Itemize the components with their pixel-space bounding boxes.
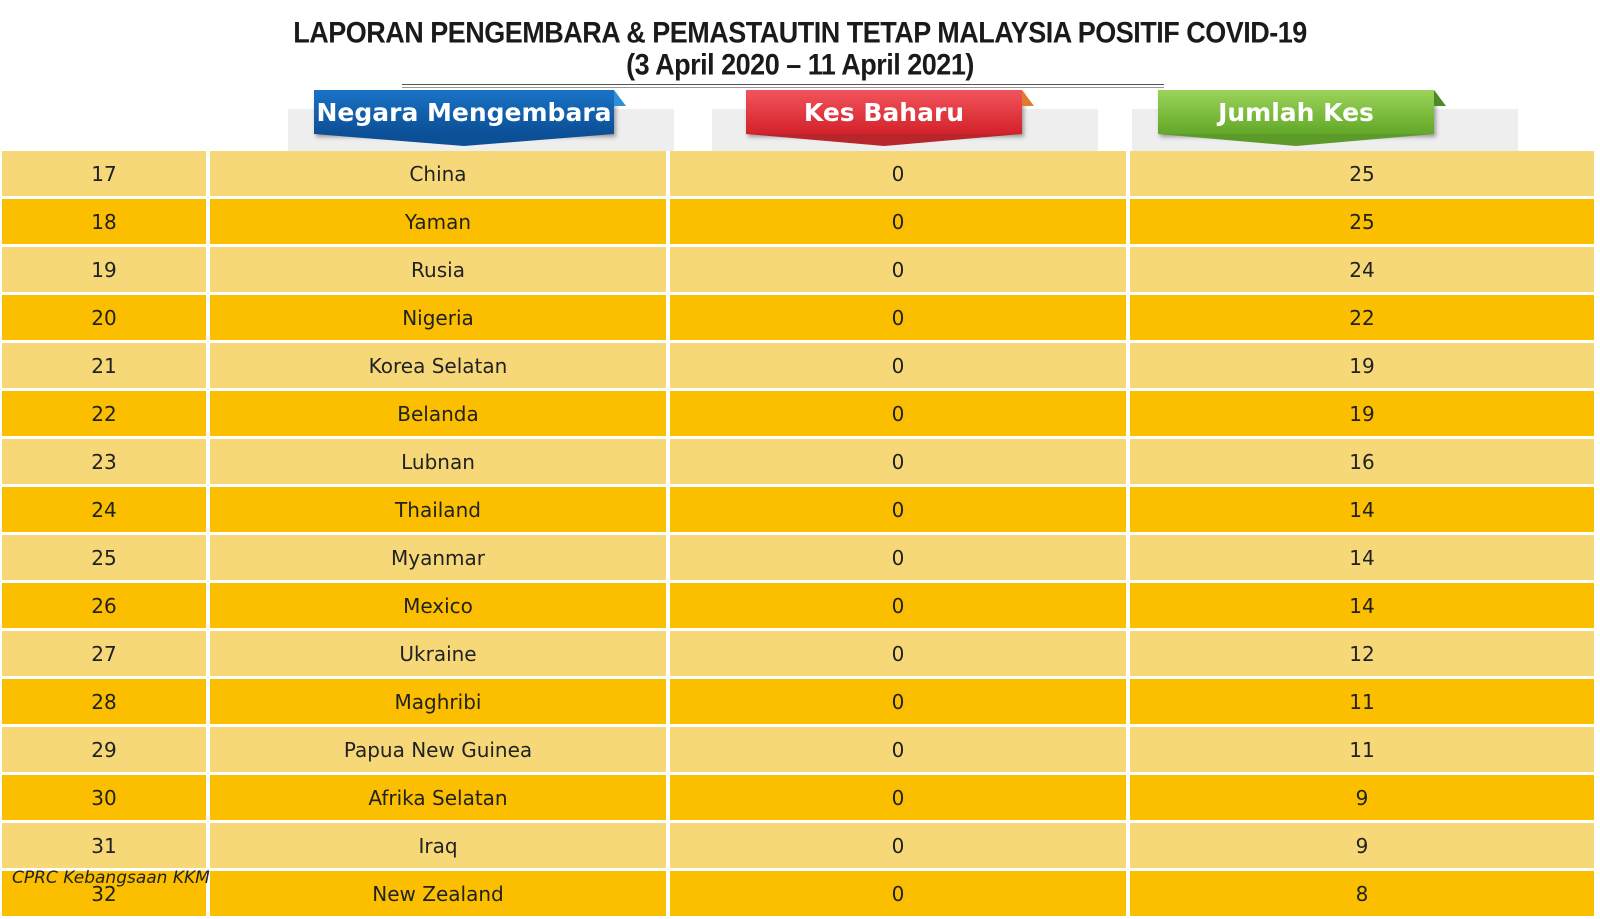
new-cases-cell: 0 [670, 439, 1126, 484]
row-number-cell: 18 [2, 199, 206, 244]
ribbon-fold-shape [1434, 90, 1446, 106]
table-row: 25 Myanmar 0 14 [2, 535, 1598, 580]
total-cases-cell: 25 [1130, 151, 1594, 196]
new-cases-cell: 0 [670, 727, 1126, 772]
country-cell: New Zealand [210, 871, 666, 916]
column-header-new-cases-label: Kes Baharu [803, 97, 965, 127]
table-row: 30 Afrika Selatan 0 9 [2, 775, 1598, 820]
new-cases-cell: 0 [670, 871, 1126, 916]
table-row: 18 Yaman 0 25 [2, 199, 1598, 244]
country-cell: China [210, 151, 666, 196]
new-cases-cell: 0 [670, 487, 1126, 532]
row-number-cell: 24 [2, 487, 206, 532]
table-row: 19 Rusia 0 24 [2, 247, 1598, 292]
country-cell: Ukraine [210, 631, 666, 676]
country-cell: Afrika Selatan [210, 775, 666, 820]
table-row: 29 Papua New Guinea 0 11 [2, 727, 1598, 772]
row-number-cell: 19 [2, 247, 206, 292]
new-cases-cell: 0 [670, 583, 1126, 628]
row-number-cell: 31 [2, 823, 206, 868]
table-row: 28 Maghribi 0 11 [2, 679, 1598, 724]
country-cell: Maghribi [210, 679, 666, 724]
table-row: 21 Korea Selatan 0 19 [2, 343, 1598, 388]
country-cell: Yaman [210, 199, 666, 244]
new-cases-cell: 0 [670, 679, 1126, 724]
total-cases-cell: 8 [1130, 871, 1594, 916]
new-cases-cell: 0 [670, 823, 1126, 868]
row-number-cell: 30 [2, 775, 206, 820]
new-cases-cell: 0 [670, 247, 1126, 292]
total-cases-cell: 11 [1130, 727, 1594, 772]
column-header-country: Negara Mengembara [314, 90, 626, 146]
row-number-cell: 26 [2, 583, 206, 628]
country-cell: Myanmar [210, 535, 666, 580]
table-row: 17 China 0 25 [2, 151, 1598, 196]
new-cases-cell: 0 [670, 343, 1126, 388]
new-cases-cell: 0 [670, 535, 1126, 580]
row-number-cell: 20 [2, 295, 206, 340]
new-cases-cell: 0 [670, 295, 1126, 340]
total-cases-cell: 12 [1130, 631, 1594, 676]
country-cell: Belanda [210, 391, 666, 436]
ribbon-fold-shape [614, 90, 626, 106]
table-row: 23 Lubnan 0 16 [2, 439, 1598, 484]
country-cell: Rusia [210, 247, 666, 292]
total-cases-cell: 9 [1130, 775, 1594, 820]
table-row: 22 Belanda 0 19 [2, 391, 1598, 436]
country-cell: Nigeria [210, 295, 666, 340]
total-cases-cell: 24 [1130, 247, 1594, 292]
cases-table: 17 China 0 25 18 Yaman 0 25 19 Rusia 0 24 20 Nigeria 0… [2, 151, 1598, 919]
country-cell: Iraq [210, 823, 666, 868]
row-number-cell: 21 [2, 343, 206, 388]
total-cases-cell: 9 [1130, 823, 1594, 868]
column-header-total-cases-label: Jumlah Kes [1218, 97, 1374, 127]
table-row: 32 New Zealand 0 8 [2, 871, 1598, 916]
title-underline [402, 84, 1164, 85]
country-cell: Mexico [210, 583, 666, 628]
total-cases-cell: 25 [1130, 199, 1594, 244]
total-cases-cell: 19 [1130, 343, 1594, 388]
row-number-cell: 17 [2, 151, 206, 196]
row-number-cell: 25 [2, 535, 206, 580]
source-footer: CPRC Kebangsaan KKM [12, 868, 210, 888]
table-row: 27 Ukraine 0 12 [2, 631, 1598, 676]
row-number-cell: 23 [2, 439, 206, 484]
column-header-total-cases: Jumlah Kes [1158, 90, 1446, 146]
total-cases-cell: 14 [1130, 487, 1594, 532]
row-number-cell: 27 [2, 631, 206, 676]
table-row: 26 Mexico 0 14 [2, 583, 1598, 628]
table-row: 24 Thailand 0 14 [2, 487, 1598, 532]
report-title: LAPORAN PENGEMBARA & PEMASTAUTIN TETAP M… [293, 16, 1307, 50]
row-number-cell: 28 [2, 679, 206, 724]
title-underline-secondary [402, 87, 1164, 88]
new-cases-cell: 0 [670, 199, 1126, 244]
new-cases-cell: 0 [670, 631, 1126, 676]
column-header-country-label: Negara Mengembara [316, 97, 612, 127]
new-cases-cell: 0 [670, 151, 1126, 196]
row-number-cell: 29 [2, 727, 206, 772]
ribbon-fold-shape [1022, 90, 1034, 106]
column-header-new-cases: Kes Baharu [746, 90, 1034, 146]
total-cases-cell: 14 [1130, 583, 1594, 628]
row-number-cell: 22 [2, 391, 206, 436]
total-cases-cell: 22 [1130, 295, 1594, 340]
total-cases-cell: 16 [1130, 439, 1594, 484]
new-cases-cell: 0 [670, 775, 1126, 820]
country-cell: Papua New Guinea [210, 727, 666, 772]
total-cases-cell: 14 [1130, 535, 1594, 580]
table-row: 31 Iraq 0 9 [2, 823, 1598, 868]
report-date-range: (3 April 2020 – 11 April 2021) [626, 48, 974, 82]
new-cases-cell: 0 [670, 391, 1126, 436]
table-row: 20 Nigeria 0 22 [2, 295, 1598, 340]
total-cases-cell: 19 [1130, 391, 1594, 436]
country-cell: Lubnan [210, 439, 666, 484]
total-cases-cell: 11 [1130, 679, 1594, 724]
country-cell: Korea Selatan [210, 343, 666, 388]
country-cell: Thailand [210, 487, 666, 532]
